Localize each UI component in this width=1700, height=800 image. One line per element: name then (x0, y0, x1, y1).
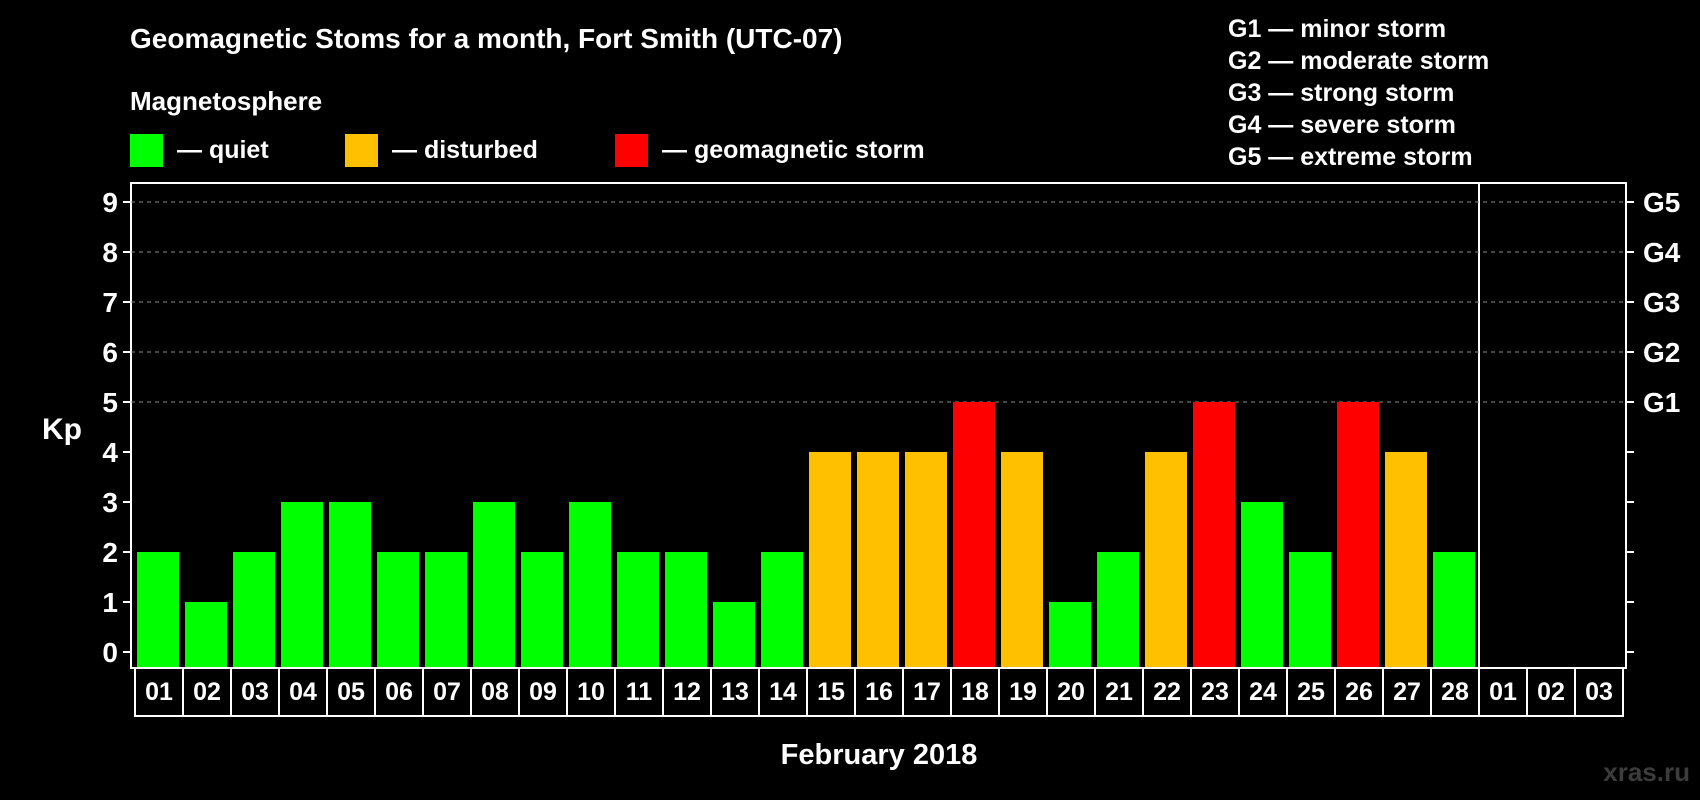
y-tick-label-7: 7 (102, 287, 118, 318)
legend-swatch-storm (615, 134, 648, 167)
date-label-20: 20 (1057, 678, 1085, 706)
date-label-12: 12 (673, 678, 701, 706)
bar-14 (761, 552, 803, 667)
right-axis-label-g3: G3 (1643, 287, 1680, 318)
y-tick-label-5: 5 (102, 387, 118, 418)
bar-18 (953, 402, 995, 667)
date-label-14: 14 (769, 678, 797, 706)
legend-swatch-quiet (130, 134, 163, 167)
date-label-21: 21 (1105, 678, 1133, 706)
date-label-16: 16 (865, 678, 893, 706)
date-label-15: 15 (817, 678, 845, 706)
bar-06 (377, 552, 419, 667)
date-label-22: 22 (1153, 678, 1181, 706)
storm-scale-legend: G1 — minor storm G2 — moderate storm G3 — … (1228, 15, 1489, 171)
bar-24 (1241, 502, 1283, 667)
date-label-17: 17 (913, 678, 941, 706)
date-label-19: 19 (1009, 678, 1037, 706)
date-label-18: 18 (961, 678, 989, 706)
date-label-26: 26 (1345, 678, 1373, 706)
scale-legend-g2: G2 — moderate storm (1228, 47, 1489, 75)
right-axis-label-g1: G1 (1643, 387, 1680, 418)
chart-subtitle: Magnetosphere (130, 86, 322, 116)
bar-17 (905, 452, 947, 667)
bar-13 (713, 602, 755, 667)
date-label-27: 27 (1393, 678, 1421, 706)
bar-26 (1337, 402, 1379, 667)
bar-25 (1289, 552, 1331, 667)
date-axis: 01 02 03 04 05 06 07 08 09 10 11 12 13 14 15 16 17 18 19 20… (134, 667, 1624, 717)
right-axis-label-g2: G2 (1643, 337, 1680, 368)
bar-04 (281, 502, 323, 667)
date-label-23: 23 (1201, 678, 1229, 706)
date-label-8: 08 (481, 678, 509, 706)
legend-label-storm: — geomagnetic storm (662, 136, 925, 164)
y-tick-label-4: 4 (102, 437, 118, 468)
legend-swatch-disturbed (345, 134, 378, 167)
bar-11 (617, 552, 659, 667)
bar-12 (665, 552, 707, 667)
date-label-4: 04 (289, 678, 317, 706)
date-label-2: 02 (193, 678, 221, 706)
bar-05 (329, 502, 371, 667)
date-label-3: 03 (241, 678, 269, 706)
legend-label-disturbed: — disturbed (392, 136, 538, 164)
activity-legend: — quiet — disturbed — geomagnetic storm (130, 134, 925, 167)
bar-15 (809, 452, 851, 667)
x-axis-label: February 2018 (781, 739, 978, 771)
date-label-25: 25 (1297, 678, 1325, 706)
date-label-13: 13 (721, 678, 749, 706)
bar-22 (1145, 452, 1187, 667)
bar-02 (185, 602, 227, 667)
bar-21 (1097, 552, 1139, 667)
date-label-28: 28 (1441, 678, 1469, 706)
date-label-10: 10 (577, 678, 605, 706)
credit-label: xras.ru (1603, 757, 1690, 787)
scale-legend-g1: G1 — minor storm (1228, 15, 1446, 43)
date-label-1: 01 (145, 678, 173, 706)
date-label-5: 05 (337, 678, 365, 706)
bar-23 (1193, 402, 1235, 667)
date-label-29: 01 (1489, 678, 1517, 706)
bar-03 (233, 552, 275, 667)
date-label-30: 02 (1537, 678, 1565, 706)
bar-07 (425, 552, 467, 667)
y-tick-label-8: 8 (102, 237, 118, 268)
bar-09 (521, 552, 563, 667)
bar-08 (473, 502, 515, 667)
right-axis-label-g4: G4 (1643, 237, 1681, 268)
date-label-11: 11 (626, 678, 653, 706)
legend-label-quiet: — quiet (177, 136, 269, 164)
y-axis-label: Kp (42, 413, 82, 446)
y-tick-label-3: 3 (102, 487, 118, 518)
bars (137, 402, 1475, 667)
scale-legend-g5: G5 — extreme storm (1228, 143, 1473, 171)
y-tick-label-6: 6 (102, 337, 118, 368)
date-cell (1574, 667, 1624, 717)
y-tick-label-9: 9 (102, 187, 118, 218)
bar-27 (1385, 452, 1427, 667)
chart-title: Geomagnetic Stoms for a month, Fort Smit… (130, 23, 842, 54)
scale-legend-g4: G4 — severe storm (1228, 111, 1456, 139)
y-tick-label-0: 0 (102, 637, 118, 668)
bar-01 (137, 552, 179, 667)
date-label-24: 24 (1249, 678, 1277, 706)
bar-19 (1001, 452, 1043, 667)
y-tick-label-2: 2 (102, 537, 118, 568)
bar-16 (857, 452, 899, 667)
scale-legend-g3: G3 — strong storm (1228, 79, 1454, 107)
y-tick-label-1: 1 (102, 587, 118, 618)
right-axis-label-g5: G5 (1643, 187, 1680, 218)
date-label-31: 03 (1585, 678, 1613, 706)
date-label-9: 09 (529, 678, 557, 706)
bar-28 (1433, 552, 1475, 667)
date-label-6: 06 (385, 678, 413, 706)
date-label-7: 07 (433, 678, 461, 706)
bar-10 (569, 502, 611, 667)
bar-20 (1049, 602, 1091, 667)
